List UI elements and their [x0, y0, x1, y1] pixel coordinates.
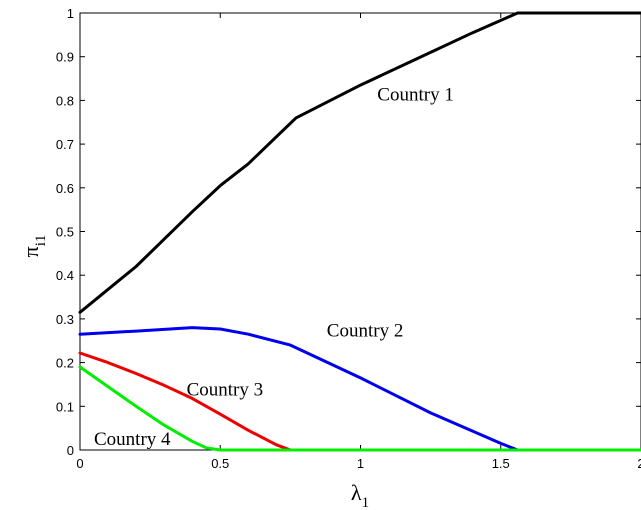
y-tick-label: 0.4: [56, 268, 74, 283]
y-tick-label: 0.5: [56, 225, 74, 240]
x-tick-label: 0: [76, 456, 83, 471]
series-label-country-2: Country 2: [327, 320, 404, 341]
x-axis-title-subscript: 1: [362, 495, 370, 510]
y-tick-label: 0.6: [56, 181, 74, 196]
y-tick-label: 1: [67, 6, 74, 21]
y-tick-label: 0.7: [56, 137, 74, 152]
y-tick-label: 0: [67, 443, 74, 458]
x-tick-label: 0.5: [211, 456, 229, 471]
y-axis-title-subscript: i1: [33, 235, 49, 247]
y-tick-label: 0.8: [56, 93, 74, 108]
y-axis-title: πi1: [18, 235, 49, 258]
x-tick-label: 1.5: [492, 456, 510, 471]
y-tick-label: 0.2: [56, 356, 74, 371]
y-tick-label: 0.1: [56, 399, 74, 414]
y-tick-label: 0.3: [56, 312, 74, 327]
series-label-country-4: Country 4: [94, 429, 171, 450]
series-label-country-3: Country 3: [187, 379, 264, 400]
x-tick-label: 2: [637, 456, 641, 471]
series-line-country-4: [78, 365, 641, 452]
series-line-country-1: [78, 11, 641, 314]
y-tick-label: 0.9: [56, 50, 74, 65]
x-tick-label: 1: [357, 456, 364, 471]
series-label-country-1: Country 1: [377, 84, 454, 105]
y-axis-title-symbol: π: [18, 246, 43, 257]
x-axis-title-symbol: λ: [351, 480, 362, 505]
x-axis-title: λ1: [351, 480, 369, 510]
